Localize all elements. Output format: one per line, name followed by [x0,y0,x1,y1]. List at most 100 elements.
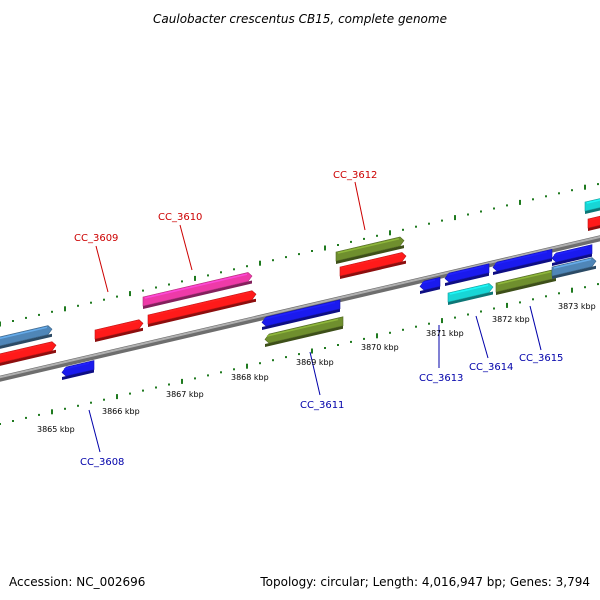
gene-red-right-shadow [588,225,600,231]
gene-blue-3608-highlight [63,362,90,370]
gene-olive-3612-highlight [337,238,400,254]
gene-label-cc-3614[interactable]: CC_3614 [469,362,513,373]
gene-cyan-3614-shadow [448,291,493,305]
gene-red-3610b[interactable] [147,290,257,327]
leader-cc-3611 [309,351,321,396]
leader-cc-3609 [95,245,109,293]
gene-red-3612[interactable] [339,252,407,280]
gene-olive-3615-shadow [496,278,556,295]
kbp-label: 3869 kbp [296,358,334,367]
gene-blue-3613-shadow [420,286,440,294]
gene-steel-left-highlight [0,326,48,340]
leader-cc-3608 [88,409,101,453]
kbp-label: 3866 kbp [102,407,140,416]
gene-blue-3614-shadow [445,272,489,286]
gene-olive-3611-highlight [266,318,339,337]
gene-blue-3614-highlight [446,265,485,276]
gene-red-left-highlight [0,342,52,357]
gene-label-cc-3611[interactable]: CC_3611 [300,400,344,411]
label-leaders [88,181,542,453]
gene-red-3609-highlight [96,320,139,332]
kbp-label: 3872 kbp [492,315,530,324]
gene-steel-left-shadow [0,333,52,349]
gene-red-3610b-body [147,290,257,325]
genome-summary-text: Topology: circular; Length: 4,016,947 bp… [259,575,590,589]
gene-cyan-right-highlight [586,199,600,204]
gene-red-left[interactable] [0,341,57,367]
gene-blue-3611-shadow [262,308,340,330]
gene-red-3612-shadow [340,260,406,279]
gene-red-3612-highlight [341,253,402,269]
gene-olive-3612[interactable] [335,236,405,264]
gene-features [0,198,600,380]
gene-steel-3615-body [551,257,597,277]
gene-steel-3615[interactable] [551,257,597,279]
gene-olive-3612-body [335,236,405,262]
gene-cyan-3614[interactable] [447,283,494,305]
tick-row-inner [0,283,599,425]
gene-cyan-right-body [584,198,600,212]
gene-steel-left-body [0,325,53,347]
gene-olive-3611-shadow [265,325,343,347]
leader-cc-3612 [354,181,366,231]
gene-olive-3612-shadow [336,245,404,264]
gene-magenta-3610-highlight [144,273,248,299]
gene-blue-3615b[interactable] [551,244,593,266]
gene-blue-3611[interactable] [261,299,341,330]
gene-red-right-highlight [589,216,600,221]
kbp-label: 3871 kbp [426,329,464,338]
gene-olive-3615-highlight [497,270,552,285]
gene-label-cc-3609[interactable]: CC_3609 [74,233,118,244]
gene-label-cc-3613[interactable]: CC_3613 [419,373,463,384]
gene-label-cc-3615[interactable]: CC_3615 [519,353,563,364]
gene-blue-3615a[interactable] [492,248,553,275]
gene-blue-3613-highlight [421,279,436,284]
gene-label-cc-3610[interactable]: CC_3610 [158,212,202,223]
gene-red-3612-body [339,252,407,277]
gene-blue-3615b-highlight [553,246,588,256]
gene-red-3609-shadow [95,327,143,342]
gene-label-cc-3612[interactable]: CC_3612 [333,170,377,181]
kbp-labels: 3865 kbp 3866 kbp 3867 kbp 3868 kbp 3869… [37,302,596,434]
tick-row-outer [0,183,599,327]
gene-blue-3615a-shadow [493,258,552,275]
gene-red-3610b-highlight [149,291,252,317]
gene-blue-3611-highlight [263,301,336,320]
gene-magenta-3610-shadow [143,280,252,309]
gene-red-left-shadow [0,349,56,366]
kbp-label: 3870 kbp [361,343,399,352]
gene-steel-3615-shadow [552,265,596,279]
gene-blue-3608-shadow [62,369,94,380]
gene-name-labels: CC_3608 CC_3609 CC_3610 CC_3611 CC_3612 … [74,170,563,468]
gene-steel-3615-highlight [553,258,592,269]
kbp-label: 3865 kbp [37,425,75,434]
leader-cc-3615 [529,305,542,351]
gene-cyan-3614-body [447,283,494,303]
gene-red-right[interactable] [587,215,600,231]
gene-blue-3615b-shadow [552,253,592,266]
gene-blue-3614[interactable] [444,263,490,286]
kbp-label: 3867 kbp [166,390,204,399]
gene-blue-3608[interactable] [61,360,95,381]
gene-cyan-right-shadow [585,207,600,214]
gene-blue-3613[interactable] [419,276,441,294]
gene-label-cc-3608[interactable]: CC_3608 [80,457,124,468]
gene-steel-left[interactable] [0,325,53,350]
genome-backbone-highlight [0,235,600,379]
gene-magenta-3610[interactable] [142,272,253,309]
leader-cc-3610 [179,224,193,271]
gene-olive-3615[interactable] [495,269,557,295]
gene-red-3609[interactable] [94,319,144,342]
gene-red-left-body [0,341,57,364]
gene-olive-3611[interactable] [264,316,344,347]
gene-magenta-3610-body [142,272,253,307]
gene-cyan-right[interactable] [584,198,600,214]
kbp-label: 3868 kbp [231,373,269,382]
leader-cc-3614 [475,315,489,359]
gene-cyan-3614-highlight [449,284,489,295]
gene-red-3609-body [94,319,144,340]
accession-text: Accession: NC_002696 [9,575,145,589]
gene-red-3610b-shadow [148,298,256,327]
